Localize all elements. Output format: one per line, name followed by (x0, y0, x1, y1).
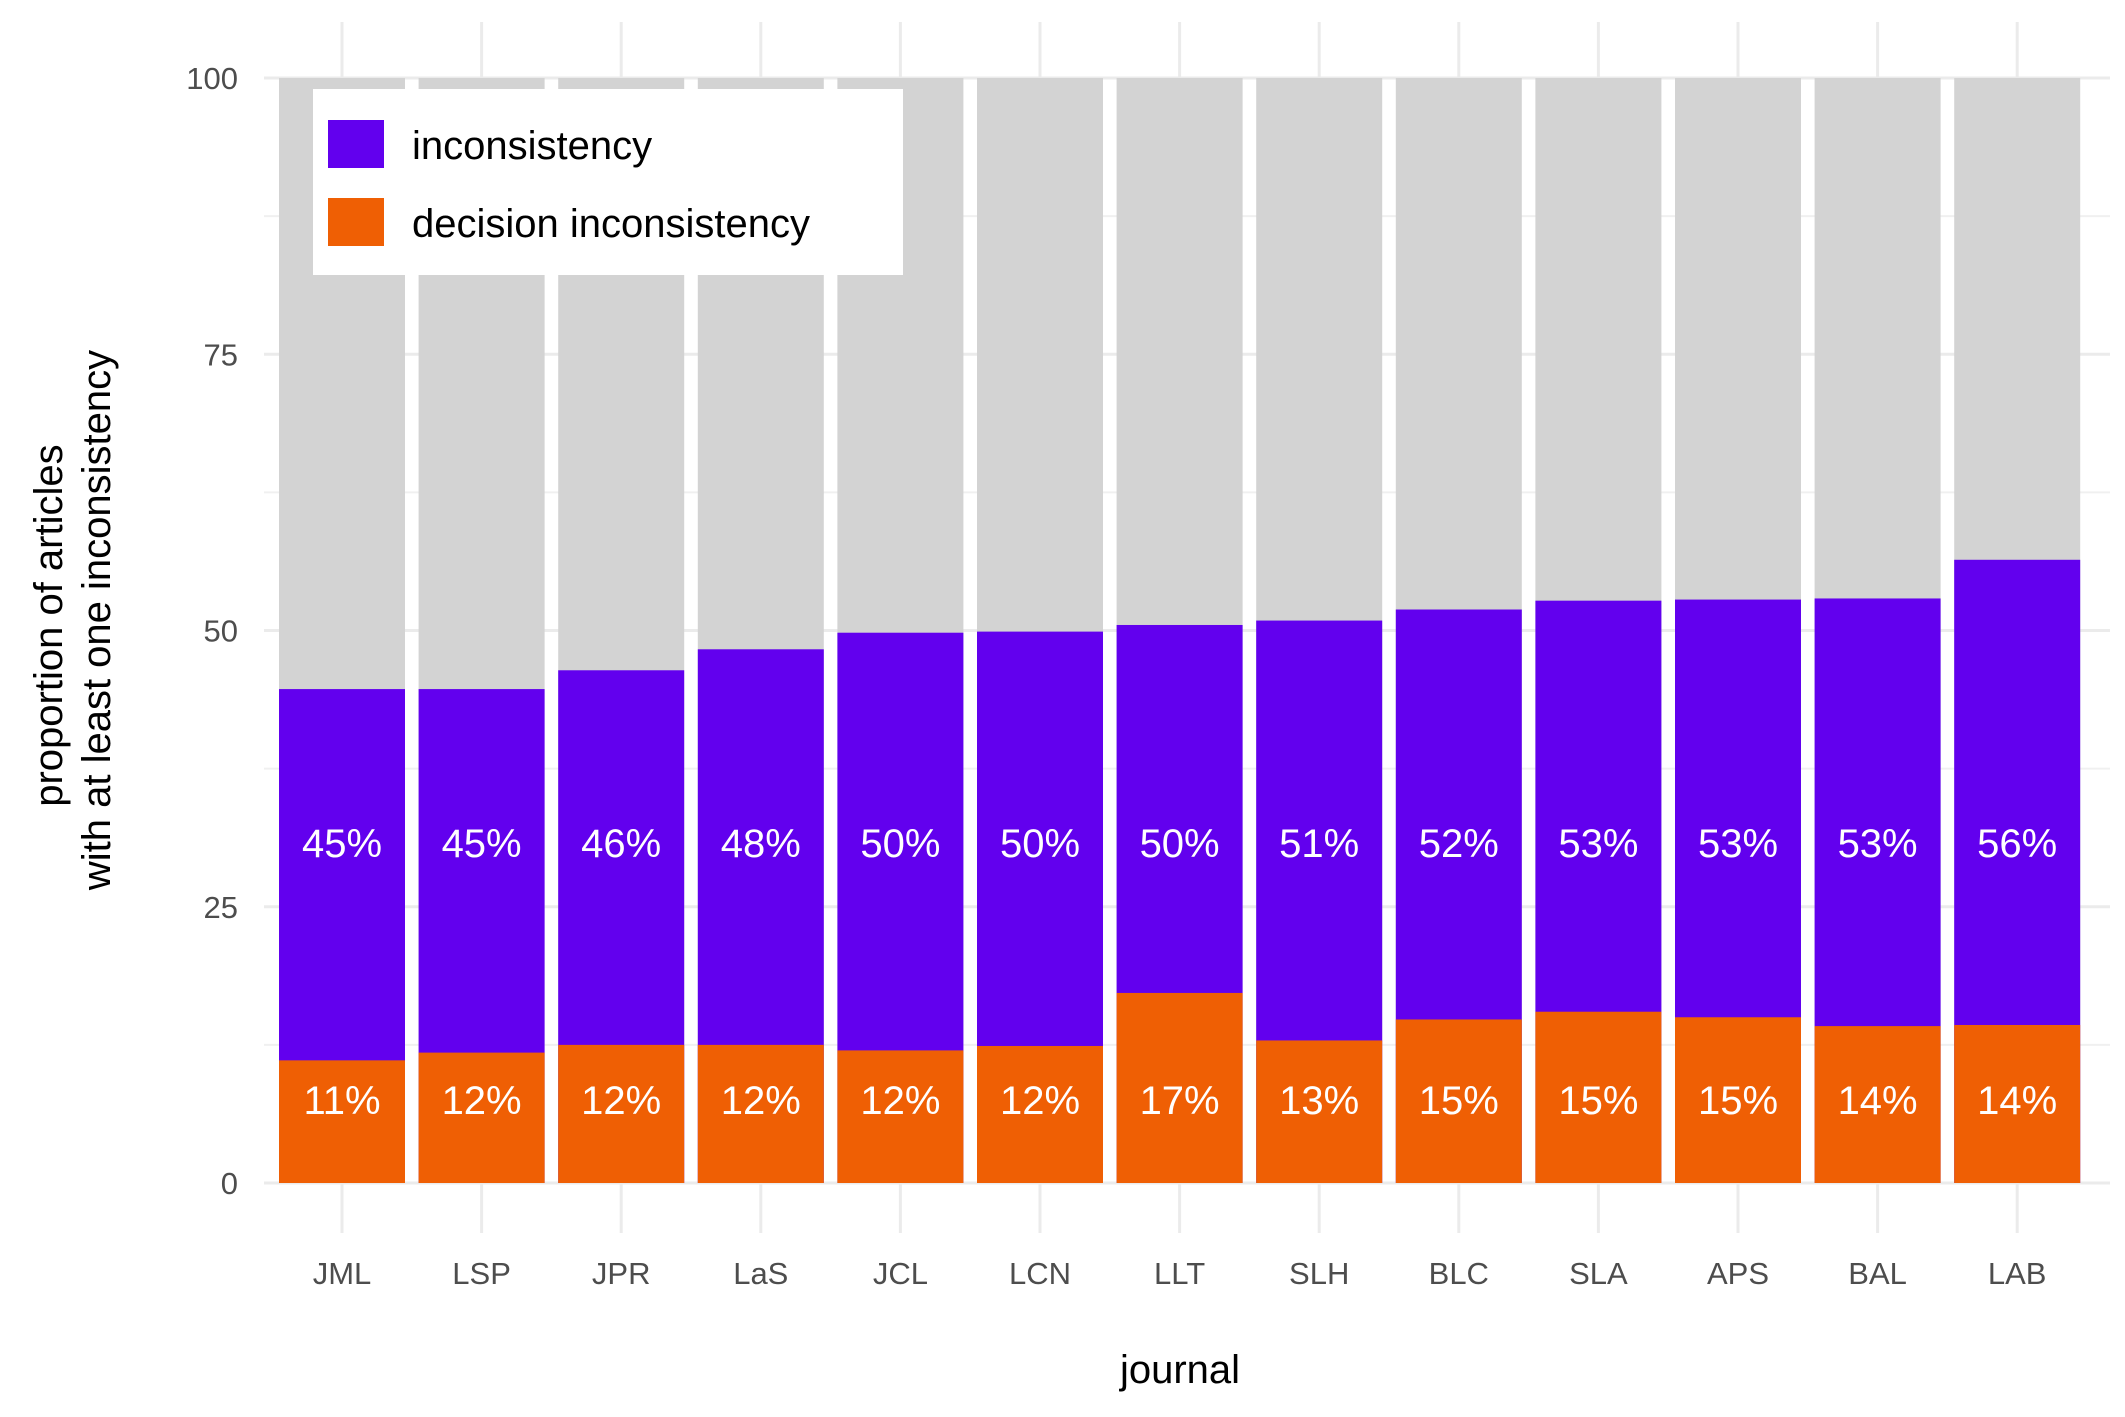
y-axis-title-line-1: proportion of articles (27, 444, 71, 806)
x-tick-label: SLH (1289, 1256, 1349, 1291)
x-tick-label: LSP (452, 1256, 511, 1291)
x-axis: JML LSP JPR LaS JCL LCN LLT SLH BLC SLA APS BAL LAB (313, 1256, 2047, 1291)
legend-label-inconsistency: inconsistency (412, 124, 652, 168)
label-inconsistency-APS: 53% (1698, 822, 1778, 866)
label-inconsistency-SLH: 51% (1279, 822, 1359, 866)
label-decision-inconsistency-LAB: 14% (1977, 1079, 2057, 1123)
x-tick-label: JPR (592, 1256, 651, 1291)
label-inconsistency-JCL: 50% (860, 822, 940, 866)
bar-decision-inconsistency-BLC (1395, 1019, 1522, 1183)
legend: inconsistency decision inconsistency (313, 89, 903, 275)
label-decision-inconsistency-JML: 11% (303, 1079, 380, 1123)
bar-decision-inconsistency-BAL (1814, 1026, 1941, 1183)
y-axis-title-line-2: with at least one inconsistency (75, 350, 119, 891)
label-inconsistency-LCN: 50% (1000, 822, 1080, 866)
bar-decision-inconsistency-LLT (1116, 992, 1243, 1183)
y-tick-label: 25 (204, 890, 238, 925)
x-tick-label: JCL (873, 1256, 928, 1291)
x-tick-label: LLT (1154, 1256, 1205, 1291)
x-tick-label: BLC (1429, 1256, 1489, 1291)
label-inconsistency-LLT: 50% (1140, 822, 1220, 866)
y-tick-label: 50 (204, 614, 238, 649)
x-tick-label: JML (313, 1256, 372, 1291)
bar-decision-inconsistency-LAB (1954, 1024, 2081, 1183)
y-axis: 0 25 50 75 100 (186, 61, 238, 1201)
label-inconsistency-LaS: 48% (721, 822, 801, 866)
label-decision-inconsistency-LLT: 17% (1140, 1079, 1220, 1123)
label-decision-inconsistency-JPR: 12% (581, 1079, 661, 1123)
x-tick-label: BAL (1848, 1256, 1907, 1291)
legend-key-decision-inconsistency (328, 198, 384, 246)
x-tick-label: LAB (1988, 1256, 2047, 1291)
bar-decision-inconsistency-SLA (1535, 1011, 1662, 1183)
bar-decision-inconsistency-LCN (977, 1045, 1103, 1183)
label-decision-inconsistency-APS: 15% (1698, 1079, 1778, 1123)
bars (279, 78, 2081, 1183)
label-decision-inconsistency-SLA: 15% (1558, 1079, 1638, 1123)
legend-label-decision-inconsistency: decision inconsistency (412, 202, 810, 246)
label-inconsistency-LAB: 56% (1977, 822, 2057, 866)
bar-decision-inconsistency-LaS (697, 1044, 824, 1183)
label-decision-inconsistency-LCN: 12% (1000, 1079, 1080, 1123)
y-tick-label: 0 (221, 1166, 238, 1201)
legend-key-inconsistency (328, 120, 384, 168)
label-decision-inconsistency-BLC: 15% (1419, 1079, 1499, 1123)
bar-labels: 45% 11% 45% 12% 46% 12% 48% 12% 50% 12% 50% 12% 50% 1… (302, 822, 2057, 1123)
label-decision-inconsistency-SLH: 13% (1279, 1079, 1359, 1123)
legend-background (313, 89, 903, 275)
label-decision-inconsistency-LSP: 12% (442, 1079, 522, 1123)
bar-decision-inconsistency-JML (279, 1060, 405, 1183)
y-axis-title: proportion of articles with at least one… (27, 350, 119, 891)
label-decision-inconsistency-JCL: 12% (860, 1079, 940, 1123)
bar-decision-inconsistency-LSP (418, 1052, 545, 1183)
bar-decision-inconsistency-JPR (558, 1044, 685, 1183)
y-tick-label: 100 (186, 61, 238, 96)
bar-decision-inconsistency-SLH (1256, 1040, 1383, 1183)
label-inconsistency-SLA: 53% (1558, 822, 1638, 866)
label-decision-inconsistency-LaS: 12% (721, 1079, 801, 1123)
label-inconsistency-LSP: 45% (442, 822, 522, 866)
label-inconsistency-BLC: 52% (1419, 822, 1499, 866)
label-inconsistency-JPR: 46% (581, 822, 661, 866)
x-tick-label: APS (1707, 1256, 1769, 1291)
x-tick-label: LCN (1009, 1256, 1071, 1291)
label-inconsistency-JML: 45% (302, 822, 382, 866)
x-tick-label: SLA (1569, 1256, 1628, 1291)
x-axis-title: journal (1119, 1348, 1240, 1392)
y-tick-label: 75 (204, 337, 238, 372)
bar-decision-inconsistency-JCL (837, 1050, 964, 1183)
label-decision-inconsistency-BAL: 14% (1838, 1079, 1918, 1123)
x-tick-label: LaS (733, 1256, 788, 1291)
label-inconsistency-BAL: 53% (1838, 822, 1918, 866)
bar-decision-inconsistency-APS (1675, 1017, 1801, 1183)
